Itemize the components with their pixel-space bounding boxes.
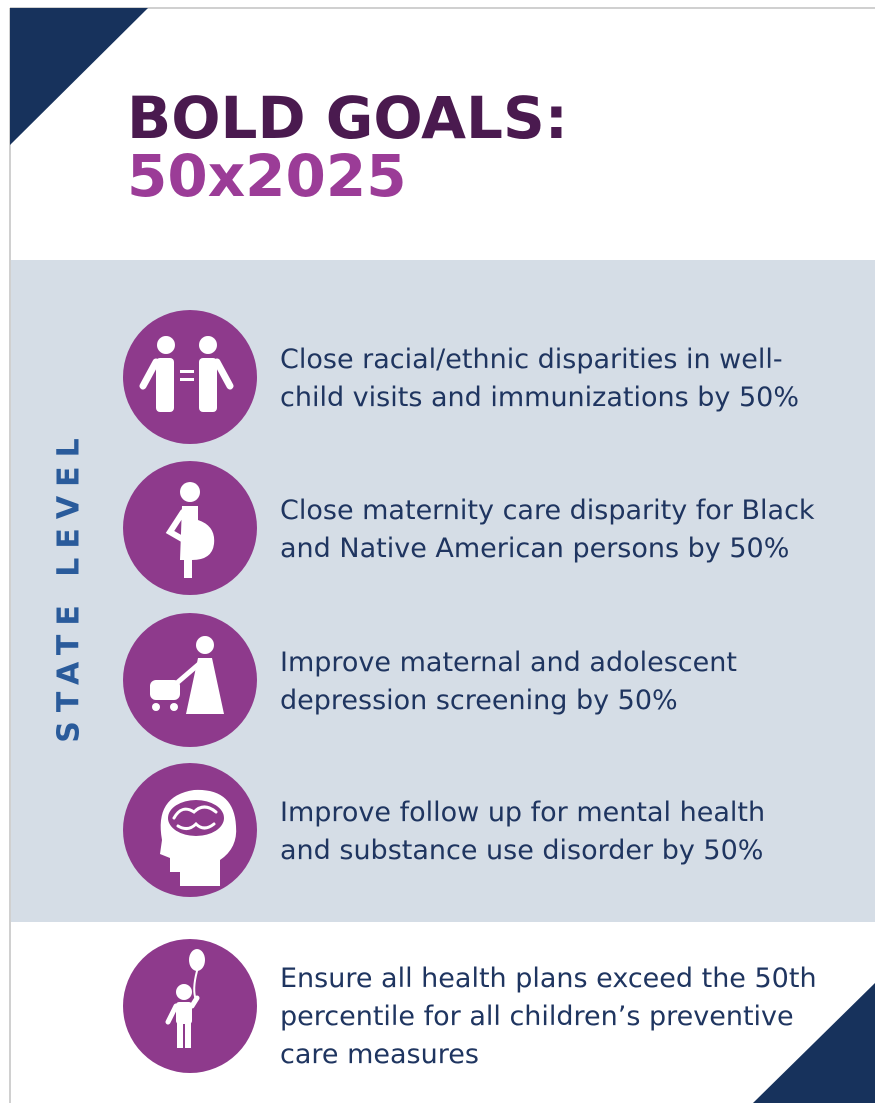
goal-text: Close racial/ethnic disparities in well- xyxy=(280,344,783,375)
goal-text: and Native American persons by 50% xyxy=(280,533,789,564)
icon-equality xyxy=(139,336,234,412)
goal-text: Improve follow up for mental health xyxy=(280,797,765,828)
icon-pregnant xyxy=(165,482,215,578)
icons xyxy=(123,310,257,1073)
goal-text: and substance use disorder by 50% xyxy=(280,835,763,866)
corner-triangle xyxy=(10,8,148,145)
side-label: STATE LEVEL xyxy=(52,429,87,742)
goal-text: child visits and immunizations by 50% xyxy=(280,382,799,413)
icon-circle xyxy=(123,613,257,747)
subtitle: 50x2025 xyxy=(127,142,407,210)
corner-triangle xyxy=(753,983,875,1103)
goal-text: depression screening by 50% xyxy=(280,685,678,716)
icon-child-balloon xyxy=(165,949,205,1048)
goal-text: Improve maternal and adolescent xyxy=(280,647,737,678)
goal-text: Ensure all health plans exceed the 50th xyxy=(280,963,817,994)
goal-text: percentile for all children’s preventive xyxy=(280,1001,794,1032)
icon-brain xyxy=(160,789,237,886)
icon-circle xyxy=(123,310,257,444)
goal-text: Close maternity care disparity for Black xyxy=(280,495,815,526)
goal-text: care measures xyxy=(280,1039,479,1070)
title: BOLD GOALS: xyxy=(127,84,568,152)
icon-stroller xyxy=(150,636,224,714)
goal-texts: Close racial/ethnic disparities in well-… xyxy=(280,344,817,1070)
